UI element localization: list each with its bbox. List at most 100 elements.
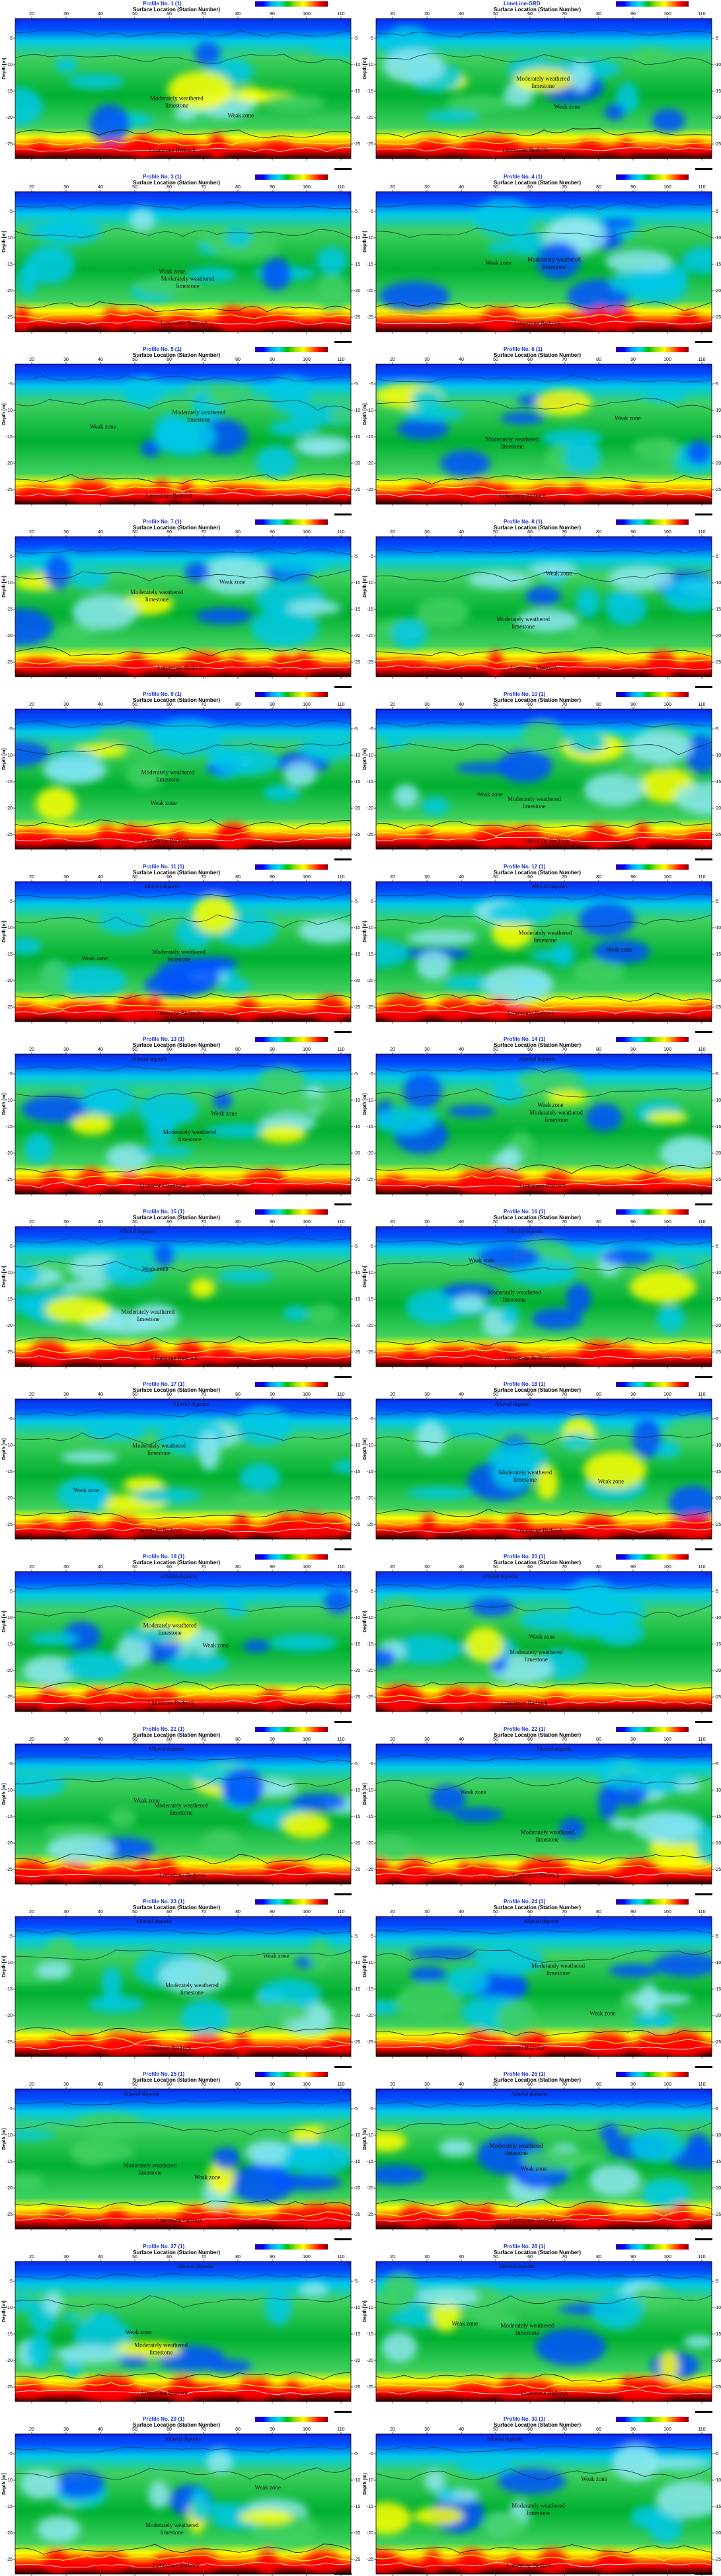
y-tick-label: -5 [369, 382, 373, 387]
profile-title: Profile No. 5 (1) [143, 346, 182, 352]
y-tick-label: -15 [367, 2332, 373, 2337]
annotation-lime: limestone [161, 2529, 184, 2536]
y-tick-label: -5 [369, 554, 373, 559]
x-tick-label: 30 [63, 1737, 69, 1742]
x-tick-label: 50 [132, 1392, 137, 1397]
resistivity-section: 20 30 40 50 60 70 80 90 100 110 -5 -5 -10 -10 -15 -15 -2… [367, 358, 721, 506]
y-tick-label-right: -15 [714, 607, 721, 612]
y-tick-label-right: -25 [354, 660, 360, 665]
x-tick-label: 110 [698, 1910, 705, 1914]
x-tick-label: 100 [303, 1220, 311, 1225]
y-tick-label-right: -20 [354, 2531, 360, 2536]
x-tick-label: 60 [167, 875, 172, 880]
y-tick-label-right: -15 [354, 2160, 360, 2164]
y-axis-label: Depth [m] [2, 921, 7, 942]
x-tick-label: 110 [337, 358, 344, 362]
x-tick-label: 30 [63, 875, 69, 880]
x-tick-label: 60 [167, 1392, 172, 1397]
x-tick-label: 40 [459, 1047, 464, 1052]
x-tick-label: 90 [630, 2255, 636, 2259]
y-axis-label: Depth [m] [2, 2473, 7, 2495]
y-tick-label-right: -15 [354, 1642, 360, 1647]
x-axis-label: Surface Location (Station Number) [133, 2077, 221, 2083]
annotation-mod: Moderately weathered [134, 2342, 188, 2349]
x-tick-label: 60 [527, 702, 533, 707]
y-axis-label: Depth [m] [363, 2128, 367, 2150]
annotation-weak: Weak zone [537, 1102, 564, 1108]
x-axis-label: Surface Location (Station Number) [494, 1387, 582, 1393]
y-tick-label-right: -5 [714, 1072, 718, 1077]
x-tick-label: 90 [630, 2082, 636, 2087]
x-tick-label: 110 [337, 702, 344, 707]
x-tick-label: 50 [132, 530, 137, 535]
x-tick-label: 40 [459, 530, 464, 535]
annotation-mod: Moderately weathered [531, 1963, 585, 1969]
annotation-mod: Moderately weathered [141, 769, 195, 775]
y-tick-label: -15 [6, 262, 13, 267]
x-tick-label: 110 [698, 875, 705, 880]
y-tick-label: -25 [367, 660, 373, 665]
x-tick-label: 90 [270, 1910, 275, 1914]
x-tick-label: 70 [562, 1910, 567, 1914]
x-tick-label: 100 [664, 702, 671, 707]
x-tick-label: 90 [630, 702, 636, 707]
annotation-weak: Weak zone [254, 2484, 281, 2491]
y-tick-label: -20 [367, 1151, 373, 1156]
x-tick-label: 40 [98, 875, 103, 880]
y-tick-label-right: -10 [354, 236, 360, 241]
scale-bar [334, 2066, 352, 2068]
x-tick-label: 110 [337, 1220, 344, 1225]
x-tick-label: 30 [63, 2255, 69, 2259]
y-tick-label: -25 [6, 1868, 13, 1872]
x-tick-label: 20 [390, 12, 395, 17]
x-tick-label: 100 [664, 2082, 671, 2087]
x-tick-label: 20 [390, 2255, 395, 2259]
color-scale-bar [616, 1, 689, 7]
annotation-bed: Limestone Bedrock [504, 1355, 551, 1361]
x-tick-label: 90 [270, 2082, 275, 2087]
y-tick-label-right: -25 [354, 1350, 360, 1355]
scale-bar [695, 858, 712, 860]
y-axis-label: Depth [m] [363, 1093, 367, 1115]
y-tick-label: -10 [6, 1961, 13, 1965]
x-tick-label: 60 [167, 1220, 172, 1225]
y-tick-label-right: -5 [714, 2279, 718, 2284]
annotation-alluv: Alluvial deposits [135, 1918, 171, 1924]
x-axis-label: Surface Location (Station Number) [494, 697, 582, 703]
annotation-alluv: Alluvial deposits [536, 1746, 572, 1752]
x-tick-label: 100 [664, 2427, 671, 2432]
y-tick-label: -20 [367, 1841, 373, 1846]
color-scale-bar [255, 1554, 328, 1560]
y-tick-label: -15 [367, 1297, 373, 1302]
y-tick-label-right: -10 [354, 1961, 360, 1965]
y-tick-label: -20 [367, 2186, 373, 2191]
y-tick-label-right: -10 [714, 753, 721, 758]
annotation-lime: limestone [543, 263, 566, 270]
y-tick-label: -20 [367, 116, 373, 120]
x-tick-label: 70 [201, 2255, 206, 2259]
x-tick-label: 20 [390, 2427, 395, 2432]
x-tick-label: 50 [132, 2255, 137, 2259]
scale-bar [334, 2411, 352, 2413]
x-axis-label: Surface Location (Station Number) [133, 2422, 221, 2428]
scale-bar [334, 686, 352, 688]
x-tick-label: 90 [270, 185, 275, 190]
x-tick-label: 50 [493, 702, 498, 707]
y-tick-label-right: -25 [714, 142, 721, 147]
annotation-mod: Moderately weathered [130, 589, 184, 595]
x-tick-label: 100 [303, 2082, 311, 2087]
y-tick-label: -5 [9, 554, 13, 559]
y-tick-label-right: -25 [714, 2385, 721, 2390]
scale-bar [334, 2238, 352, 2240]
y-tick-label-right: -15 [714, 435, 721, 439]
x-tick-label: 110 [698, 2082, 705, 2087]
y-tick-label: -25 [367, 1350, 373, 1355]
annotation-alluv: Alluvial deposits [172, 1401, 208, 1407]
x-tick-label: 100 [303, 530, 311, 535]
y-tick-label-right: -5 [714, 1589, 718, 1594]
scale-bar [695, 2573, 712, 2575]
y-tick-label-right: -10 [714, 236, 721, 241]
x-tick-label: 50 [493, 875, 498, 880]
x-tick-label: 70 [562, 358, 567, 362]
y-tick-label-right: -20 [354, 2014, 360, 2018]
